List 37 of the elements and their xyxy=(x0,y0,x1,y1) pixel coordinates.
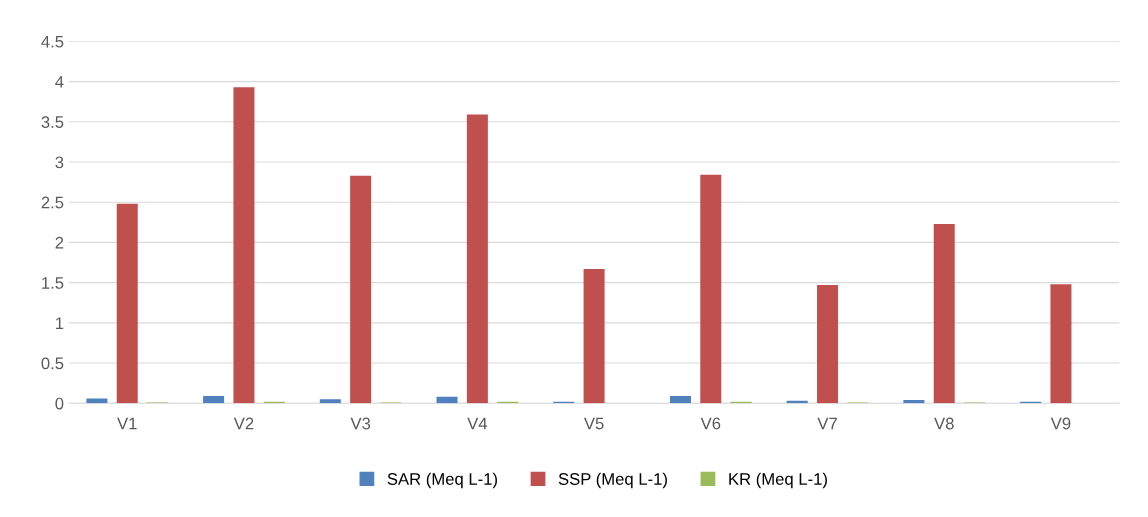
y-tick-label: 0.5 xyxy=(41,357,64,370)
bar xyxy=(350,175,372,404)
legend-label: KR (Meq L-1) xyxy=(729,472,827,489)
x-tick-label: V5 xyxy=(583,417,604,430)
y-tick-label: 2 xyxy=(55,236,64,249)
y-tick-label: 0 xyxy=(55,397,64,410)
bar xyxy=(583,268,605,404)
bar xyxy=(436,396,458,404)
x-tick-label: V4 xyxy=(467,417,488,430)
bar xyxy=(319,399,341,404)
x-tick-label: V3 xyxy=(350,417,371,430)
x-tick-label: V2 xyxy=(233,417,254,430)
x-tick-label: V8 xyxy=(934,417,954,430)
legend-label: SSP (Meq L-1) xyxy=(558,472,667,489)
bar xyxy=(466,114,488,404)
y-tick-label: 4 xyxy=(55,76,64,88)
legend-label: SAR (Meq L-1) xyxy=(387,472,497,489)
bar xyxy=(203,396,225,404)
bar xyxy=(86,398,108,404)
bar xyxy=(669,396,691,404)
y-tick-label: 2.5 xyxy=(41,196,64,209)
bar xyxy=(933,223,955,404)
bar xyxy=(817,285,839,404)
bar xyxy=(903,400,925,404)
x-tick-label: V1 xyxy=(117,417,137,430)
y-tick-label: 4.5 xyxy=(41,35,64,48)
bar xyxy=(116,203,138,404)
x-tick-label: V9 xyxy=(1050,417,1071,430)
bar xyxy=(233,87,255,404)
y-tick-label: 3.5 xyxy=(41,116,64,128)
x-tick-label: V6 xyxy=(700,417,721,430)
y-tick-label: 1.5 xyxy=(42,277,64,289)
y-tick-label: 1 xyxy=(56,317,64,329)
y-tick-label: 3 xyxy=(55,156,64,169)
bar xyxy=(700,174,722,404)
bar xyxy=(1050,284,1072,404)
x-tick-label: V7 xyxy=(817,417,837,430)
